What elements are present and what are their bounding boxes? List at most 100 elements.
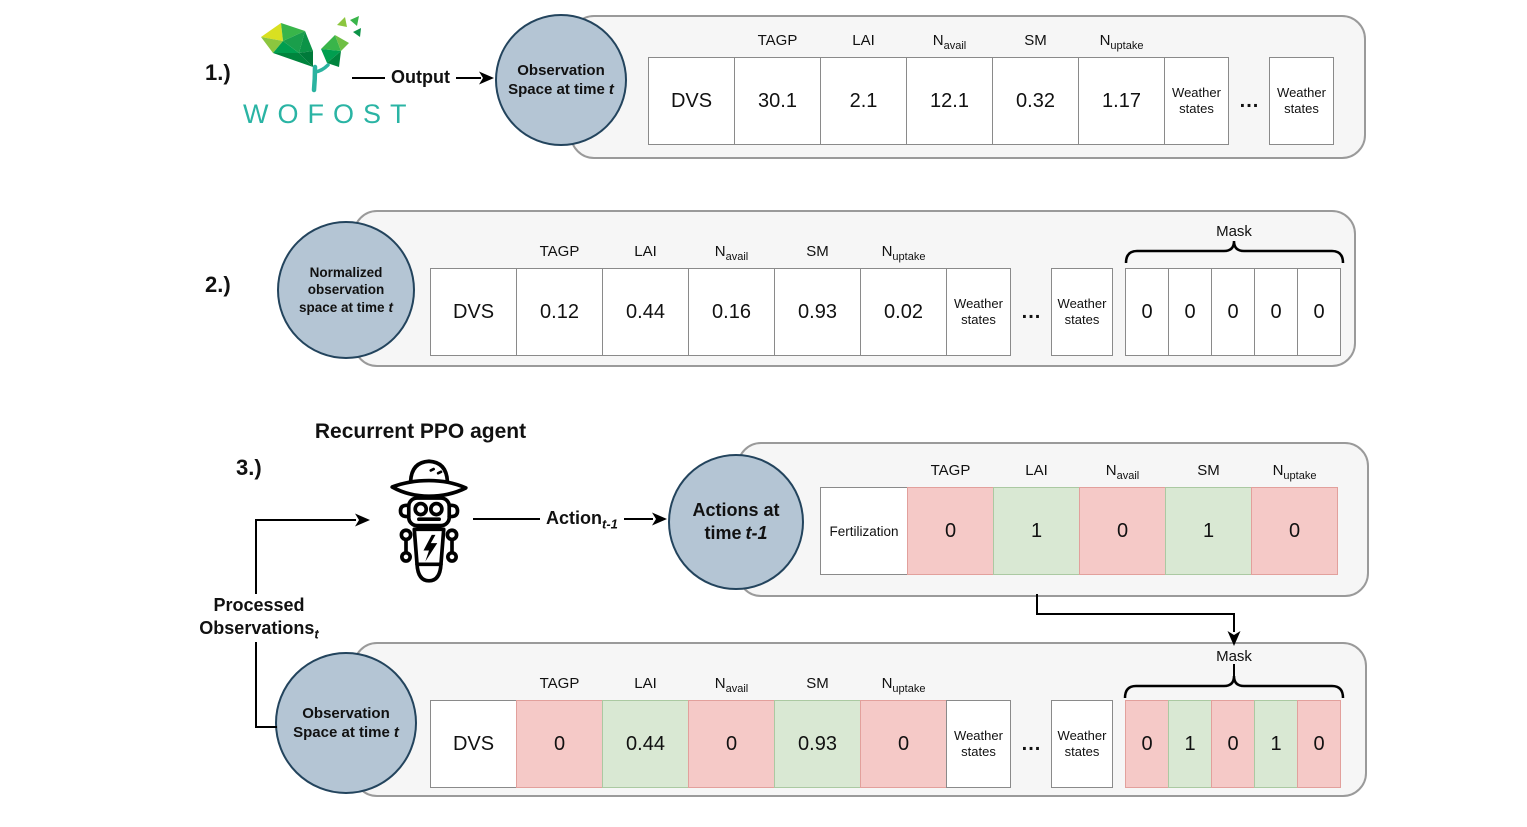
cell-value: 0 (553, 732, 566, 755)
weather-states-text: Weather states (1057, 727, 1107, 759)
time-variable: t-1 (745, 523, 768, 543)
column-header-nuptake: Nuptake (881, 243, 926, 263)
mask-cell: 0 (1125, 268, 1169, 356)
cell-value: 0.44 (626, 300, 665, 323)
column-header-tagp: TAGP (757, 32, 798, 49)
cell-value: 0.02 (884, 300, 923, 323)
column-header-nuptake: Nuptake (1099, 32, 1144, 52)
cell-lai: LAI 2.1 (820, 32, 907, 145)
cell-navail: Navail 12.1 (906, 32, 993, 145)
circle-text-line: time t-1 (704, 523, 768, 543)
mask-cell: 0 (1168, 268, 1212, 356)
mask-cell: 0 (1211, 700, 1255, 788)
wofost-logo-text: WOFOST (243, 99, 416, 129)
actions-circle: Actions at time t-1 (668, 454, 804, 590)
actions-to-observation-elbow (1036, 594, 1235, 632)
column-header-nuptake: Nuptake (1272, 462, 1317, 482)
time-variable: t (393, 724, 399, 741)
mask-label: Mask (1216, 648, 1252, 665)
time-variable: t (388, 299, 394, 315)
cell-value: 0 (1116, 519, 1129, 542)
circle-text-line: Actions at (692, 499, 780, 520)
mask-value: 0 (1141, 732, 1153, 755)
cell-weather-states: Weather states (946, 268, 1011, 356)
column-header-lai: LAI (852, 32, 875, 49)
time-variable: t (608, 81, 614, 98)
mask-row-step2: 0 0 0 0 0 (1125, 268, 1341, 356)
cell-value: 0.44 (626, 732, 665, 755)
processed-arrowhead (355, 513, 370, 527)
cell-nuptake: Nuptake 0 (860, 675, 947, 788)
cell-value: 0.93 (798, 300, 837, 323)
cell-value: 12.1 (930, 89, 969, 112)
step-2-label: 2.) (205, 272, 231, 297)
circle-text-line: space at time t (298, 299, 394, 315)
action-cell-navail: Navail 0 (1079, 462, 1166, 575)
mask-cell: 0 (1254, 268, 1298, 356)
mask-row-step3: 0 1 0 1 0 (1125, 700, 1341, 788)
cell-lai: LAI 0.44 (602, 243, 689, 356)
column-header-nuptake: Nuptake (881, 675, 926, 695)
cell-value: 0.32 (1016, 89, 1055, 112)
cell-value: Fertilization (829, 523, 899, 539)
mask-cell: 0 (1211, 268, 1255, 356)
cell-lai: LAI 0.44 (602, 675, 689, 788)
circle-text-line: Space at time t (293, 724, 399, 741)
column-header-navail: Navail (932, 32, 967, 52)
cell-weather-states: Weather states (1164, 57, 1229, 145)
step-1-label: 1.) (205, 60, 231, 85)
mask-value: 0 (1141, 300, 1153, 323)
cell-value: 1 (1202, 519, 1215, 542)
mask-cell: 1 (1254, 700, 1298, 788)
step-3-label: 3.) (236, 455, 262, 480)
mask-value: 0 (1313, 300, 1325, 323)
column-header-tagp: TAGP (539, 243, 580, 260)
column-header-navail: Navail (1105, 462, 1140, 482)
mask-cell: 0 (1297, 268, 1341, 356)
cell-value: DVS (670, 89, 713, 112)
cell-value: 0.93 (798, 732, 837, 755)
circle-text-line: Normalized (309, 264, 383, 280)
cell-sm: SM 0.32 (992, 32, 1079, 145)
cell-value: 0.16 (712, 300, 751, 323)
cell-tagp: TAGP 0.12 (516, 243, 603, 356)
circle-text-line: Space at time t (508, 81, 614, 98)
column-header-navail: Navail (714, 675, 749, 695)
cell-sm: SM 0.93 (774, 675, 861, 788)
cell-value: 0 (944, 519, 957, 542)
mask-value: 0 (1227, 300, 1239, 323)
observation-space-circle-1: Observation Space at time t (495, 14, 627, 146)
observation-space-circle-2: Observation Space at time t (275, 652, 417, 794)
action-cell-lai: LAI 1 (993, 462, 1080, 575)
mask-value: 1 (1184, 732, 1196, 755)
column-header-tagp: TAGP (539, 675, 580, 692)
mask-label: Mask (1216, 223, 1252, 240)
cell-fertilization: Fertilization (820, 487, 908, 575)
action-arrowhead (652, 512, 667, 526)
cell-tagp: TAGP 30.1 (734, 32, 821, 145)
cell-sm: SM 0.93 (774, 243, 861, 356)
masked-observation-row: DVS TAGP 0 LAI 0.44 Navail 0 SM 0.93 Nup… (430, 675, 1113, 788)
cell-value: DVS (452, 732, 495, 755)
column-header-lai: LAI (1025, 462, 1048, 479)
column-header-sm: SM (806, 243, 829, 260)
cell-tagp: TAGP 0 (516, 675, 603, 788)
mask-value: 0 (1227, 732, 1239, 755)
output-arrow-label: Output (385, 65, 456, 90)
cell-weather-states: Weather states (1269, 57, 1334, 145)
cell-navail: Navail 0.16 (688, 243, 775, 356)
cell-value: 0 (725, 732, 738, 755)
cell-weather-states: Weather states (1051, 268, 1113, 356)
column-header-sm: SM (806, 675, 829, 692)
ellipsis: ... (1239, 89, 1260, 112)
recurrent-ppo-agent-title: Recurrent PPO agent (314, 420, 527, 443)
cell-value: 2.1 (849, 89, 878, 112)
cell-value: 30.1 (758, 89, 797, 112)
output-arrowhead (479, 71, 494, 85)
normalized-observation-circle: Normalized observation space at time t (277, 221, 415, 359)
cell-dvs: DVS (430, 268, 517, 356)
circle-text-line: Observation (517, 61, 605, 79)
mask-value: 0 (1313, 732, 1325, 755)
circle-text-line: Observation (302, 704, 390, 722)
